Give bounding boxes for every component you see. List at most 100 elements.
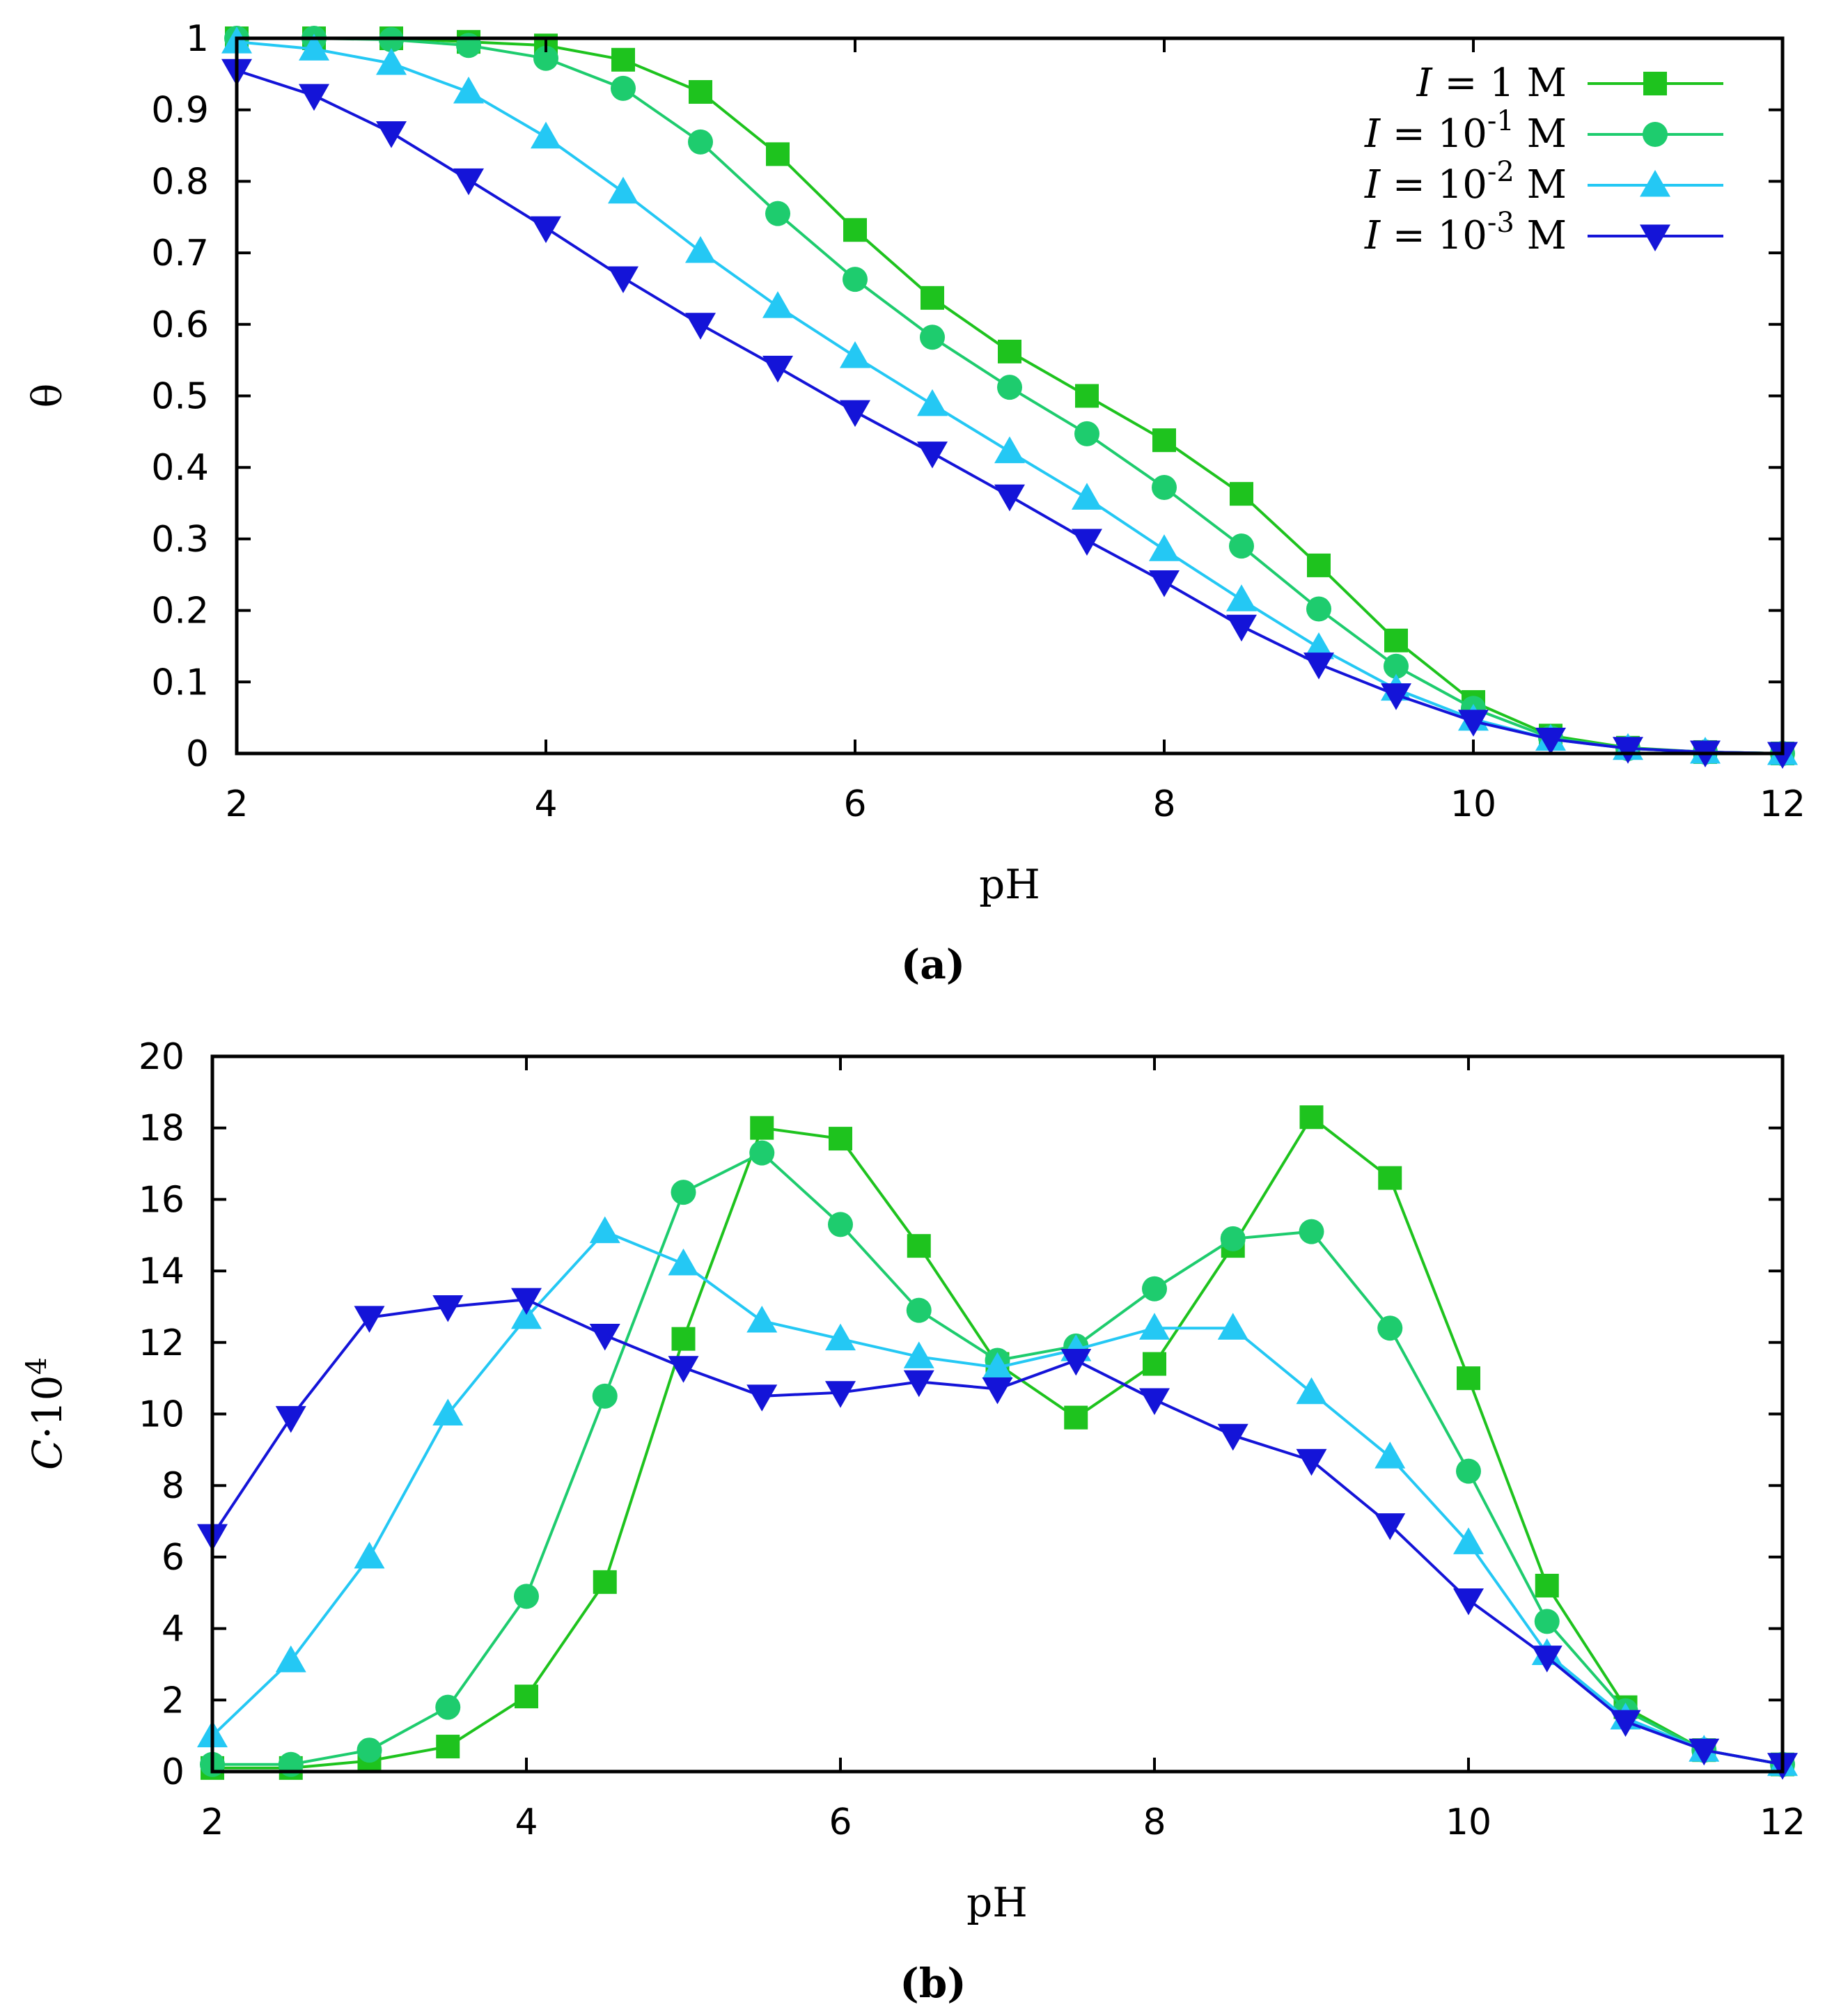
panel-b-series-3-point (1453, 1527, 1484, 1554)
panel-b-series-1-point (1064, 1405, 1088, 1430)
panel-b-series-2-point (1456, 1458, 1481, 1484)
panel-b-series-4-point (1531, 1646, 1562, 1673)
panel-b-series-3-point (275, 1645, 306, 1673)
panel-a-x-tick-label: 4 (534, 783, 557, 825)
panel-b-series-3-point (432, 1398, 464, 1425)
panel-b-x-tick-label: 4 (515, 1802, 538, 1843)
panel-b-series-3-point (589, 1216, 620, 1244)
panel-b-series-3-point (354, 1541, 385, 1569)
panel-a-y-tick-label: 0.9 (151, 90, 209, 132)
panel-a-series-4-point (840, 400, 870, 428)
panel-b-series-1-point (750, 1116, 774, 1140)
panel-a-y-tick-label: 1 (186, 18, 209, 60)
panel-b-series-4-point (1139, 1388, 1170, 1415)
panel-a-series-3-point (1226, 584, 1257, 611)
panel-a-series-2-point (611, 75, 636, 101)
panel-a-y-tick-label: 0.3 (151, 519, 209, 561)
panel-b-series-2-point (1534, 1609, 1560, 1634)
panel-a-x-tick-label: 6 (843, 783, 866, 825)
legend-entry-1: I = 1 M (1416, 61, 1723, 106)
panel-b-x-tick-label: 2 (201, 1802, 224, 1843)
panel-a-series-2-point (765, 201, 790, 226)
panel-b-series-3-point (746, 1305, 778, 1333)
panel-b-series-2-point (1299, 1219, 1324, 1244)
panel-a-y-tick-label: 0.7 (151, 233, 209, 274)
panel-b-series-4-point (275, 1406, 306, 1433)
panel-a-series-4-point (1381, 683, 1411, 710)
panel-a-series-1-point (843, 218, 867, 242)
panel-b-series-2-point (1142, 1276, 1167, 1302)
panel-a-series-4-point (994, 484, 1025, 512)
panel-b-y-tick-label: 12 (139, 1322, 185, 1364)
panel-a-series-4-point (1072, 529, 1102, 556)
panel-b-series-2-point (435, 1694, 461, 1720)
legend-entry-1-label: I = 1 M (1416, 61, 1567, 106)
panel-a-series-3-point (453, 77, 484, 104)
panel-a-series-4-point (685, 313, 716, 340)
panel-b-series-1-point (593, 1570, 617, 1594)
panel-b-series-2-point (749, 1140, 775, 1166)
panel-a-series-3-point (762, 291, 793, 318)
panel-a-series-1-point (921, 286, 944, 310)
legend-entry-2-marker (1643, 122, 1668, 147)
panel-a-x-tick-label: 2 (225, 783, 248, 825)
panel-b-series-1-point (1378, 1166, 1402, 1190)
panel-b-series-2-point (828, 1212, 853, 1237)
panel-a-caption: (a) (901, 941, 965, 988)
panel-a-y-tick-label: 0.4 (151, 447, 209, 489)
panel-b-y-tick-label: 18 (139, 1108, 185, 1150)
panel-a-series-1-point (998, 339, 1021, 364)
panel-b-series-3-point (1296, 1377, 1327, 1405)
panel-b-series-1-point (515, 1685, 538, 1709)
panel-a-series-1-point (1230, 482, 1253, 506)
panel-b-series-2-point (592, 1383, 618, 1409)
panel-b-series-4-point (1374, 1513, 1406, 1540)
panel-b-x-tick-label: 8 (1143, 1802, 1166, 1843)
panel-a-series-3-point (685, 236, 716, 263)
panel-a-series-4-point (1149, 570, 1180, 597)
panel-a: 2 4 6 8 10 12 0 0.1 0.2 0.3 0.4 0.5 0.6 0.7 0.8 0.9 1 pH… (24, 18, 1806, 988)
panel-b-series-4-point (589, 1324, 620, 1351)
panel-b-series-3-point (1139, 1313, 1170, 1340)
legend-entry-2: I = 10-1 M (1364, 105, 1723, 157)
panel-a-series-3-point (994, 436, 1025, 464)
panel-b-series-3-point (982, 1352, 1013, 1380)
panel-a-legend: I = 1 MI = 10-1 MI = 10-2 MI = 10-3 M (1364, 61, 1723, 258)
panel-b-series-4-point (1689, 1738, 1720, 1766)
panel-b-series-3-point (1217, 1313, 1248, 1340)
panel-a-series-2-point (920, 325, 945, 350)
panel-a-series-3-point (1149, 534, 1180, 561)
panel-a-series-4-point (299, 84, 329, 111)
panel-b-series-4-point (511, 1288, 542, 1315)
panel-a-y-axis-label: θ (24, 384, 71, 408)
panel-b-series-1-point (907, 1234, 931, 1258)
panel-a-series-4-point (531, 216, 561, 244)
panel-a-ticks: 2 4 6 8 10 12 0 0.1 0.2 0.3 0.4 0.5 0.6 0.7 0.8 0.9 1 (151, 18, 1806, 825)
panel-a-y-tick-label: 0.2 (151, 591, 209, 632)
panel-b-y-tick-label: 0 (162, 1751, 185, 1793)
panel-a-y-tick-label: 0.1 (151, 662, 209, 703)
panel-a-series-3-point (299, 33, 329, 61)
panel-b-series-4-point (825, 1381, 856, 1408)
panel-b-series-2-line (212, 1151, 1783, 1766)
panel-a-series-4-point (1613, 737, 1643, 764)
panel-b-series-2-point (1220, 1226, 1246, 1251)
legend-entry-1-marker (1643, 72, 1667, 95)
panel-a-x-tick-label: 12 (1760, 783, 1806, 825)
panel-b-series-3-point (668, 1248, 699, 1276)
panel-a-series-3-point (1303, 632, 1334, 659)
panel-a-series-4-point (1226, 614, 1257, 642)
panel-b-y-axis-label-symbol: C (24, 1439, 71, 1470)
panel-b-series-4-point (354, 1306, 385, 1333)
legend-entry-4: I = 10-3 M (1364, 207, 1723, 258)
panel-b-x-axis-label: pH (966, 1879, 1028, 1926)
panel-b-series-2-point (671, 1180, 696, 1205)
panel-b-series-1-point (1299, 1105, 1324, 1130)
legend-entry-4-label: I = 10-3 M (1364, 207, 1567, 258)
panel-b-y-tick-label: 4 (162, 1609, 185, 1650)
panel-b-series-2-point (1377, 1315, 1403, 1341)
panel-b-x-tick-label: 12 (1760, 1802, 1806, 1843)
panel-b-series-2-point (906, 1297, 932, 1323)
panel-a-series-2-point (1229, 533, 1254, 559)
